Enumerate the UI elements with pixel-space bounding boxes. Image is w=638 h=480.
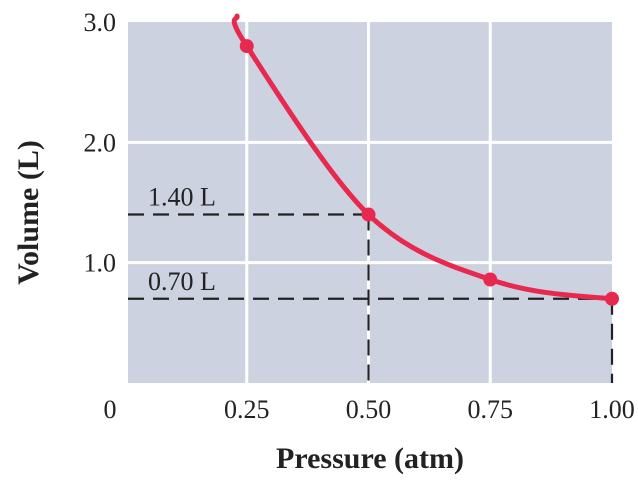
y-axis-title: Volume (L) xyxy=(12,140,45,285)
data-point xyxy=(239,39,254,54)
x-tick-label: 0.75 xyxy=(468,395,514,424)
grid xyxy=(128,22,612,383)
y-tick-label: 2.0 xyxy=(84,128,117,157)
data-points xyxy=(239,39,619,306)
x-tick-label: 0.50 xyxy=(346,395,392,424)
x-tick-label: 0.25 xyxy=(224,395,270,424)
annotation-label: 0.70 L xyxy=(148,267,216,296)
annotation-label: 1.40 L xyxy=(148,183,216,212)
y-tick-label: 3.0 xyxy=(84,8,117,37)
y-tick-label: 1.0 xyxy=(84,249,117,278)
annotations: 1.40 L 0.70 L xyxy=(148,183,216,296)
data-point xyxy=(483,272,498,287)
x-tick-labels: 0 0.25 0.50 0.75 1.00 xyxy=(104,395,635,424)
x-axis-title: Pressure (atm) xyxy=(276,442,464,475)
x-tick-label: 1.00 xyxy=(589,395,635,424)
reference-lines xyxy=(128,213,614,383)
x-tick-label: 0 xyxy=(104,395,117,424)
data-point xyxy=(605,291,619,306)
y-tick-labels: 1.0 2.0 3.0 xyxy=(84,8,117,278)
data-point xyxy=(361,207,376,222)
